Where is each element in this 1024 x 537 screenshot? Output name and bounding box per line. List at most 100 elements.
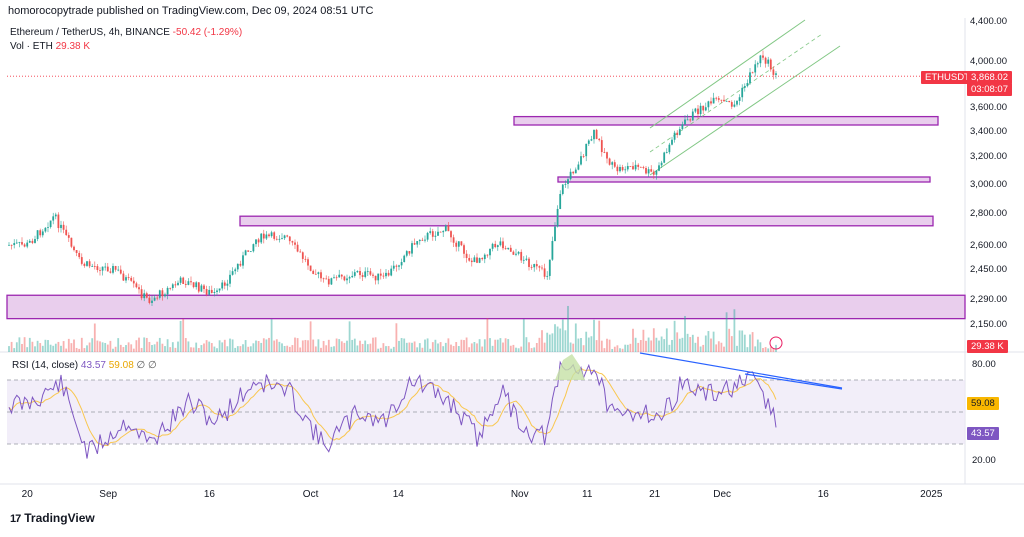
volume-bar <box>86 345 88 352</box>
volume-bar <box>671 339 673 352</box>
volume-bar <box>702 344 705 352</box>
candle-body <box>590 139 593 141</box>
volume-bar <box>611 348 614 352</box>
volume-bar <box>213 346 216 352</box>
volume-bar <box>192 347 195 352</box>
candle-body <box>767 59 770 64</box>
candle-body <box>273 232 276 239</box>
tradingview-logo[interactable]: 17 TradingView <box>10 511 95 525</box>
volume-bar <box>496 339 499 352</box>
candle-body <box>18 242 21 243</box>
volume-bar <box>252 343 255 352</box>
volume-bar <box>626 344 629 352</box>
volume-bar <box>145 337 148 352</box>
x-tick-label: 16 <box>204 489 216 500</box>
rsi-tick-label: 20.00 <box>972 455 996 466</box>
candle-body <box>382 275 385 277</box>
candle-body <box>338 274 341 278</box>
volume-bar <box>179 320 182 352</box>
price-tick-label: 3,200.00 <box>970 151 1007 162</box>
volume-bar <box>525 337 528 352</box>
volume-bar <box>247 346 250 352</box>
candle-body <box>135 283 138 288</box>
volume-label: Vol · ETH <box>10 41 53 52</box>
candle-body <box>447 225 450 232</box>
candle-body <box>697 108 699 115</box>
volume-bar <box>535 343 538 352</box>
volume-bar <box>434 339 437 352</box>
candle-body <box>543 268 546 277</box>
volume-bar <box>218 340 221 352</box>
volume-bar <box>634 337 637 352</box>
volume-bar <box>431 342 434 352</box>
volume-bar <box>182 318 185 352</box>
volume-bar <box>556 326 559 352</box>
volume-bar <box>275 339 278 352</box>
volume-bar <box>392 346 395 352</box>
rsi-legend-ma: 59.08 <box>108 360 134 371</box>
volume-bar <box>574 323 577 352</box>
volume-bar <box>522 319 525 352</box>
volume-bar <box>442 346 445 352</box>
volume-bar <box>187 341 190 352</box>
candle-body <box>424 239 426 241</box>
candle-body <box>509 247 512 252</box>
candle-body <box>262 233 265 239</box>
candle-body <box>551 241 554 260</box>
candle-body <box>210 289 213 293</box>
countdown-badge: 03:08:07 <box>967 83 1012 96</box>
candle-body <box>567 179 569 184</box>
volume-bar <box>465 337 468 352</box>
candle-body <box>775 73 777 75</box>
candle-body <box>587 140 590 144</box>
volume-bar <box>62 341 65 352</box>
candle-body <box>93 266 96 267</box>
volume-bar <box>161 343 164 352</box>
volume-bar <box>637 342 640 352</box>
volume-bar <box>624 344 627 352</box>
volume-bar <box>278 341 281 352</box>
candle-body <box>400 262 403 266</box>
volume-bar <box>304 339 307 352</box>
candle-body <box>502 241 504 249</box>
candle-body <box>629 166 632 167</box>
volume-legend[interactable]: Vol · ETH 29.38 K <box>10 41 90 52</box>
candle-body <box>44 227 47 232</box>
symbol-legend[interactable]: Ethereum / TetherUS, 4h, BINANCE -50.42 … <box>10 27 242 38</box>
candle-body <box>717 98 720 100</box>
candle-body <box>395 265 398 267</box>
candle-body <box>616 166 619 172</box>
candle-body <box>619 166 621 172</box>
candle-body <box>426 232 429 240</box>
candle-body <box>593 129 595 140</box>
volume-bar <box>184 338 187 352</box>
volume-bar <box>450 344 452 352</box>
published-line: homorocopytrade published on TradingView… <box>8 5 374 17</box>
volume-bar <box>613 346 616 352</box>
volume-bar <box>606 338 608 352</box>
candle-body <box>465 253 468 259</box>
candle-body <box>574 169 577 174</box>
candle-body <box>390 268 393 276</box>
volume-bar <box>99 341 101 352</box>
volume-bar <box>34 346 36 352</box>
volume-bar <box>262 338 265 352</box>
price-tick-label: 4,400.00 <box>970 16 1007 27</box>
candle-body <box>309 265 312 271</box>
volume-bar <box>296 338 299 352</box>
volume-bar <box>684 315 686 352</box>
candle-body <box>52 216 55 221</box>
rsi-legend[interactable]: RSI (14, close) 43.57 59.08 ∅ ∅ <box>12 360 157 371</box>
volume-bar <box>720 342 723 352</box>
candle-body <box>65 229 68 236</box>
zone-0 <box>513 115 939 126</box>
candle-body <box>671 139 673 145</box>
candle-body <box>613 162 616 167</box>
volume-bar <box>379 347 382 352</box>
volume-bar <box>567 305 569 352</box>
candle-body <box>772 69 775 75</box>
candle-body <box>684 119 686 125</box>
candle-body <box>200 285 203 292</box>
volume-bar <box>554 324 556 352</box>
